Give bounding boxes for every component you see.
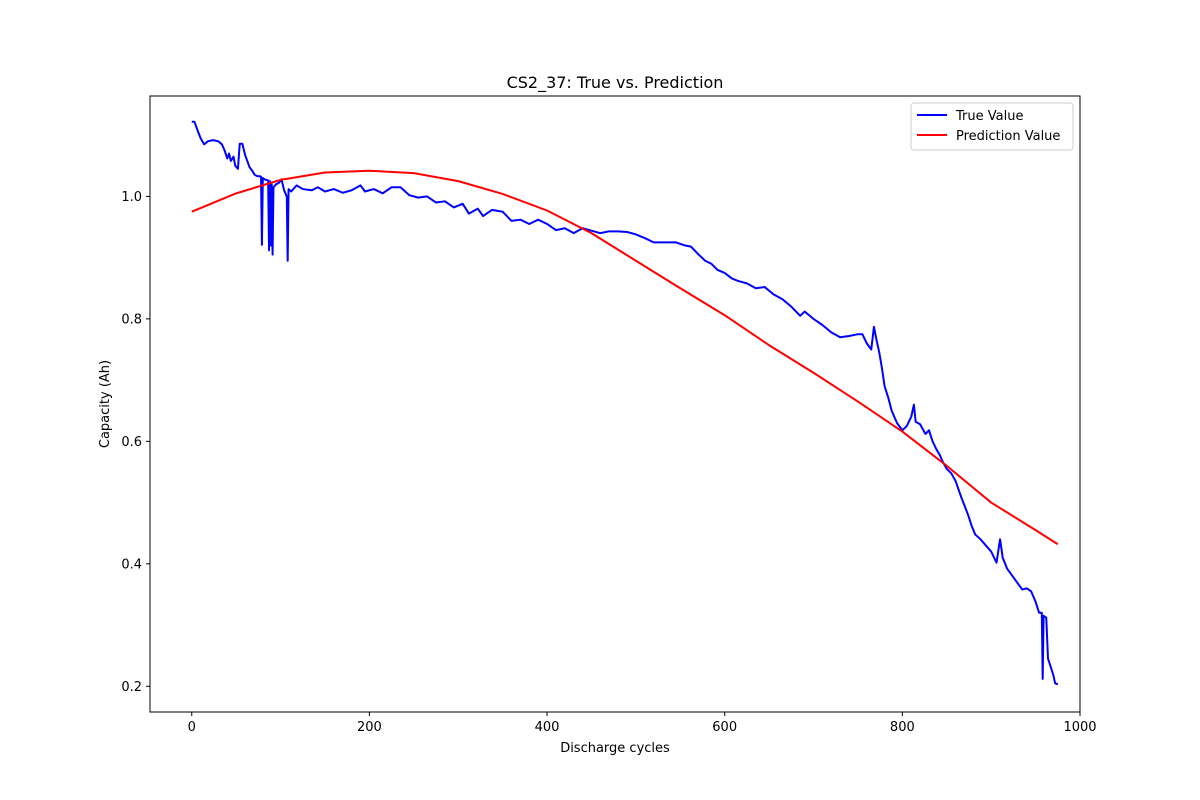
legend-label-true: True Value	[955, 109, 1023, 124]
y-tick-label: 1.0	[121, 190, 142, 205]
x-axis-title: Discharge cycles	[560, 741, 670, 756]
y-tick-label: 0.4	[121, 557, 142, 572]
y-tick-label: 0.2	[121, 680, 142, 695]
legend-box	[910, 102, 1074, 151]
legend-label-prediction: Prediction Value	[956, 129, 1060, 144]
chart-title: CS2_37: True vs. Prediction	[507, 73, 724, 93]
y-axis: 0.2 0.4 0.6 0.8 1.0	[121, 190, 150, 695]
x-axis: 0 200 400 600 800 1000	[188, 712, 1097, 735]
plot-area	[149, 95, 1081, 713]
y-tick-label: 0.8	[121, 312, 142, 327]
prediction-value-line	[191, 169, 1059, 546]
plot-content	[191, 120, 1059, 686]
x-tick-label: 600	[712, 720, 737, 735]
x-tick-label: 1000	[1063, 720, 1096, 735]
y-axis-title: Capacity (Ah)	[98, 360, 113, 448]
x-tick-label: 200	[357, 720, 382, 735]
true-value-line	[191, 120, 1059, 686]
legend: True Value Prediction Value	[910, 102, 1074, 151]
x-tick-label: 800	[890, 720, 915, 735]
x-tick-label: 400	[535, 720, 560, 735]
x-tick-label: 0	[188, 720, 196, 735]
y-tick-label: 0.6	[121, 435, 142, 450]
